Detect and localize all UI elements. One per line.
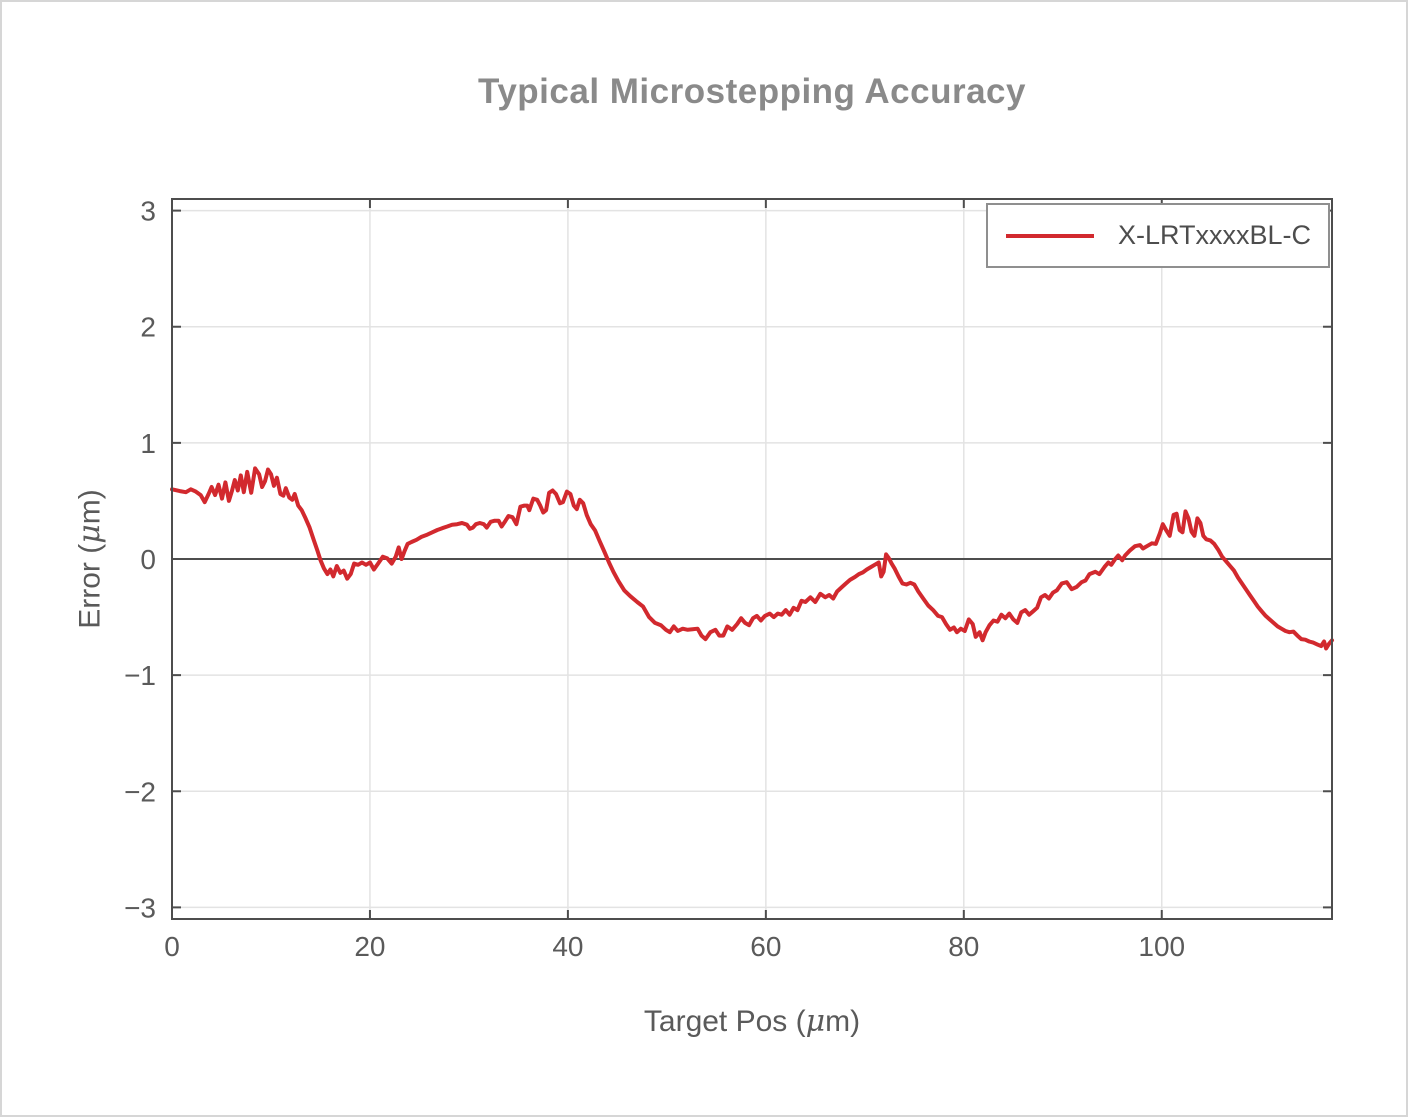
legend: X-LRTxxxxBL-C bbox=[986, 203, 1330, 268]
x-tick-label: 100 bbox=[1138, 931, 1185, 962]
x-axis-label: Target Pos (μm) bbox=[643, 1004, 861, 1039]
y-tick-label: −3 bbox=[124, 892, 156, 923]
legend-line-swatch bbox=[1006, 233, 1094, 238]
x-tick-label: 0 bbox=[164, 931, 180, 962]
x-tick-label: 80 bbox=[948, 931, 979, 962]
y-tick-label: −2 bbox=[124, 776, 156, 807]
y-tick-label: 1 bbox=[140, 428, 156, 459]
legend-label: X-LRTxxxxBL-C bbox=[1118, 220, 1312, 250]
mu-symbol: μ bbox=[805, 1004, 826, 1039]
y-tick-label: 0 bbox=[140, 544, 156, 575]
y-axis-label: Error (μm) bbox=[72, 489, 108, 629]
y-tick-label: −1 bbox=[124, 660, 156, 691]
mu-symbol: μ bbox=[72, 524, 108, 544]
x-tick-label: 60 bbox=[750, 931, 781, 962]
x-tick-label: 20 bbox=[354, 931, 385, 962]
y-tick-label: 3 bbox=[140, 196, 156, 227]
chart-title: Typical Microstepping Accuracy bbox=[478, 72, 1026, 111]
x-tick-label: 40 bbox=[552, 931, 583, 962]
y-tick-label: 2 bbox=[140, 312, 156, 343]
